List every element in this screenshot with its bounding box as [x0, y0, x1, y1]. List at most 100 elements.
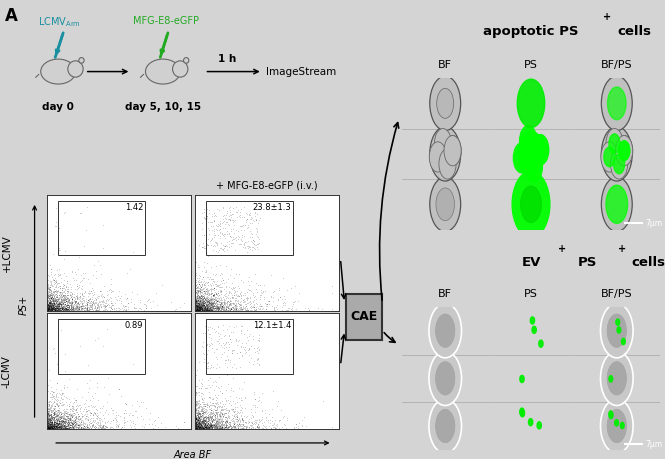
Point: [42, 306, 53, 313]
Point: [191, 421, 201, 429]
Point: [69, 409, 80, 417]
Point: [197, 422, 207, 429]
Point: [52, 419, 63, 426]
Point: [219, 416, 230, 423]
Point: [202, 303, 213, 311]
Point: [229, 300, 239, 308]
Point: [87, 285, 98, 292]
Point: [190, 298, 201, 306]
Point: [88, 300, 98, 307]
Point: [201, 294, 212, 301]
Point: [213, 420, 224, 427]
Point: [66, 298, 77, 306]
Point: [190, 425, 200, 433]
Point: [50, 307, 61, 314]
Point: [191, 390, 201, 397]
Point: [51, 293, 61, 301]
Point: [225, 212, 235, 219]
Point: [190, 425, 201, 432]
Point: [59, 288, 70, 295]
Point: [94, 421, 104, 429]
Point: [192, 301, 202, 308]
Point: [217, 300, 227, 308]
Point: [71, 303, 82, 311]
Point: [49, 417, 59, 425]
Point: [205, 300, 215, 308]
Point: [224, 421, 235, 428]
Point: [205, 303, 216, 310]
Point: [82, 299, 92, 307]
Point: [68, 419, 79, 426]
Point: [203, 421, 213, 428]
Point: [191, 423, 201, 430]
Point: [204, 425, 215, 432]
Point: [206, 302, 217, 310]
Point: [190, 298, 201, 306]
Point: [191, 398, 201, 406]
Point: [221, 423, 232, 430]
Point: [57, 425, 68, 432]
Point: [200, 424, 211, 431]
Point: [192, 422, 203, 429]
Point: [221, 420, 232, 427]
Point: [90, 409, 100, 416]
Point: [247, 239, 258, 246]
Point: [194, 425, 204, 432]
Point: [194, 414, 204, 421]
Point: [257, 420, 267, 427]
Point: [190, 299, 200, 307]
Point: [62, 295, 72, 302]
Point: [265, 307, 276, 314]
Point: [209, 421, 220, 428]
Point: [221, 230, 232, 237]
Point: [55, 284, 66, 291]
Point: [251, 306, 261, 313]
Point: [55, 422, 66, 430]
Point: [201, 307, 212, 314]
Point: [196, 424, 207, 431]
Point: [200, 419, 211, 426]
Point: [211, 301, 221, 308]
Point: [196, 283, 207, 290]
Point: [206, 306, 217, 313]
Point: [43, 419, 53, 426]
Point: [44, 303, 55, 310]
Point: [274, 425, 285, 432]
Point: [49, 305, 60, 312]
Point: [208, 296, 219, 303]
Point: [197, 306, 207, 313]
Point: [190, 307, 201, 314]
Point: [76, 304, 87, 311]
Point: [192, 420, 202, 427]
Point: [209, 293, 219, 300]
Point: [208, 295, 219, 302]
Point: [43, 297, 54, 304]
Point: [44, 304, 55, 312]
Point: [67, 306, 78, 313]
Point: [278, 301, 289, 308]
Point: [203, 425, 214, 433]
Point: [70, 297, 80, 305]
Point: [216, 424, 227, 431]
Point: [47, 421, 58, 428]
Point: [249, 419, 260, 426]
Point: [211, 297, 222, 304]
Point: [41, 294, 52, 301]
Circle shape: [512, 171, 550, 238]
Point: [61, 302, 71, 310]
Point: [190, 413, 201, 420]
Point: [43, 300, 54, 307]
Point: [200, 421, 211, 429]
Point: [211, 425, 222, 432]
Point: [237, 340, 247, 347]
Point: [43, 414, 53, 421]
Point: [245, 342, 256, 350]
Point: [196, 305, 207, 312]
Point: [59, 419, 70, 426]
Point: [202, 418, 213, 425]
Point: [80, 269, 90, 276]
Point: [217, 303, 227, 310]
Point: [45, 424, 55, 431]
Point: [52, 281, 63, 288]
Point: [253, 240, 264, 247]
